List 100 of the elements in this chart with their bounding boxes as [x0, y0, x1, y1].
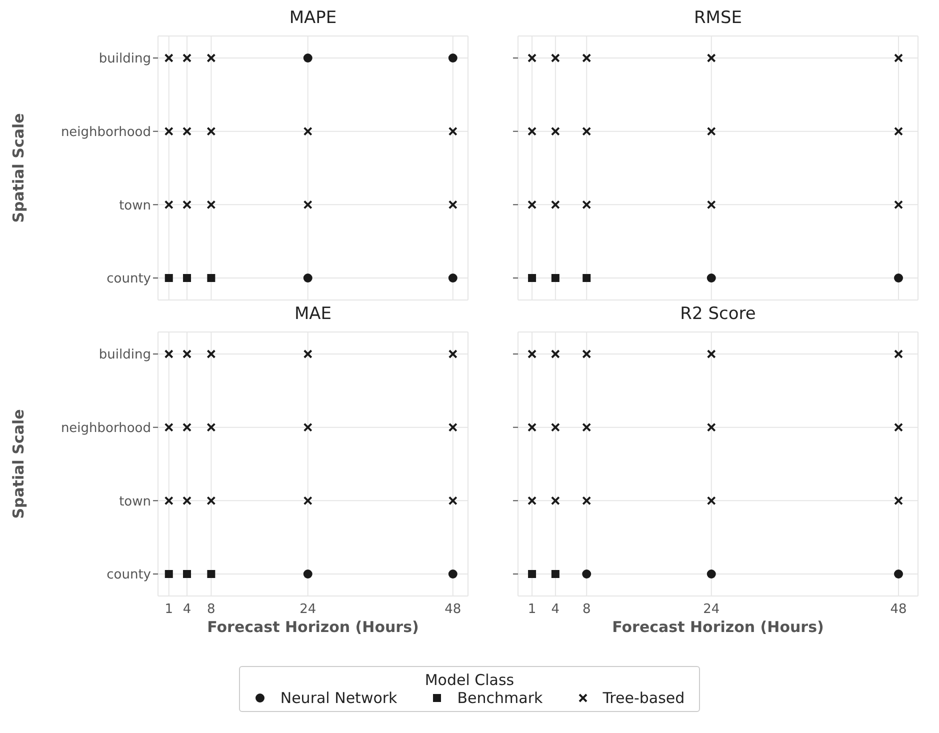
y-tick-label: county [106, 568, 152, 583]
point [303, 274, 312, 282]
point [894, 200, 904, 210]
point [164, 350, 174, 358]
y-tick-label: neighborhood [60, 420, 151, 436]
point [528, 422, 537, 432]
point [164, 274, 173, 282]
x-tick-label: 1 [528, 602, 536, 618]
legend-label: Tree-based [602, 689, 685, 707]
x-tick-label: 48 [444, 602, 462, 618]
x-tick-label: 48 [890, 602, 907, 618]
point [706, 126, 716, 136]
point [182, 422, 192, 432]
point [448, 422, 458, 432]
point [206, 54, 216, 62]
point [183, 570, 192, 578]
point [894, 54, 904, 62]
x-axis-title: Forecast Horizon (Hours) [206, 618, 420, 636]
point [528, 570, 536, 578]
y-tick-label: town [119, 198, 151, 214]
point [894, 570, 904, 578]
point [706, 350, 716, 358]
chart-title: MAPE [288, 8, 338, 30]
chart-title: RMSE [692, 8, 743, 30]
point [303, 422, 312, 432]
point [528, 54, 537, 62]
point [182, 496, 192, 506]
point [206, 350, 216, 358]
x-tick-label: 8 [207, 602, 216, 618]
point [550, 496, 560, 506]
x-tick-label: 8 [582, 602, 591, 618]
chart-title: MAE [293, 304, 333, 326]
legend-title: Model Class [424, 671, 516, 689]
y-tick-label: building [98, 348, 151, 363]
point [448, 350, 458, 358]
point [303, 200, 312, 210]
point [550, 126, 560, 136]
point [528, 126, 537, 136]
y-axis-title: Spatial Scale [9, 409, 28, 519]
point [706, 54, 716, 62]
point [206, 496, 216, 506]
point [550, 200, 560, 210]
point [164, 54, 174, 62]
point [182, 350, 192, 358]
point [528, 200, 537, 210]
x-tick-label: 4 [182, 602, 192, 618]
point [706, 274, 716, 282]
point [448, 54, 458, 62]
point [706, 422, 716, 432]
y-tick-label: county [106, 272, 152, 287]
x-tick-label: 1 [164, 602, 174, 618]
point [206, 126, 216, 136]
x-tick-label: 4 [551, 602, 560, 618]
point [894, 274, 904, 282]
x-axis-title: Forecast Horizon (Hours) [611, 618, 825, 636]
point [582, 422, 592, 432]
point [706, 496, 716, 506]
x-tick-label: 24 [703, 602, 720, 618]
point [206, 200, 216, 210]
point [182, 200, 192, 210]
point [894, 496, 904, 506]
point [582, 274, 591, 282]
point [164, 200, 174, 210]
point [164, 496, 174, 506]
point [550, 350, 560, 358]
y-tick-label: building [98, 52, 151, 67]
point [303, 570, 312, 578]
point [551, 570, 560, 578]
chart-title: R2 Score [679, 304, 757, 326]
point [182, 54, 192, 62]
point [206, 422, 216, 432]
point [528, 496, 537, 506]
point [182, 126, 192, 136]
point [164, 422, 174, 432]
y-tick-label: neighborhood [60, 124, 151, 140]
legend-label: Benchmark [457, 689, 543, 707]
point [207, 570, 216, 578]
point [528, 274, 536, 282]
point [303, 350, 312, 358]
point [183, 274, 192, 282]
point [164, 126, 174, 136]
point [528, 350, 537, 358]
point [582, 200, 592, 210]
point [894, 350, 904, 358]
point [303, 126, 312, 136]
y-tick-label: town [119, 494, 151, 510]
point [303, 54, 312, 62]
point [448, 570, 458, 578]
legend-label: Neural Network [280, 689, 398, 707]
point [706, 200, 716, 210]
point [164, 570, 173, 578]
point [894, 422, 904, 432]
point [551, 274, 560, 282]
point [582, 350, 592, 358]
point [303, 496, 312, 506]
point [448, 200, 458, 210]
point [706, 570, 716, 578]
y-axis-title: Spatial Scale [9, 113, 28, 223]
point [448, 126, 458, 136]
point [582, 496, 592, 506]
